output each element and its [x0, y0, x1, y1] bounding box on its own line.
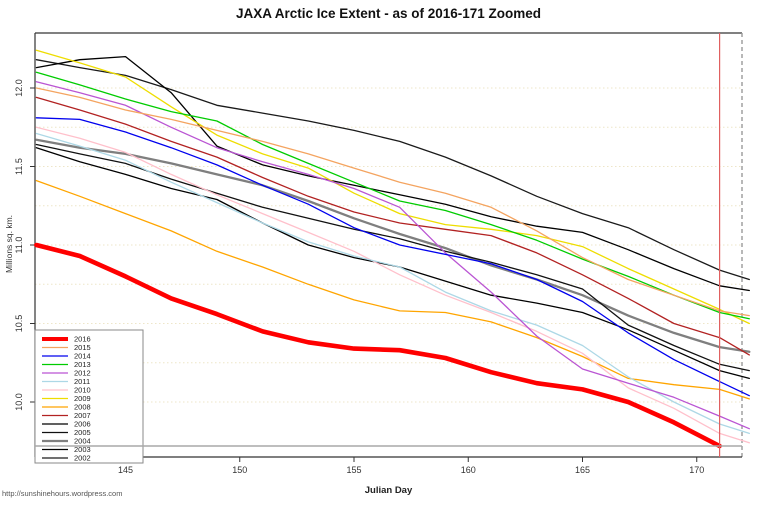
y-tick-label: 11.0 [14, 237, 24, 254]
x-tick-label: 160 [461, 465, 476, 475]
legend-label-2016: 2016 [74, 335, 91, 344]
legend-label-2005: 2005 [74, 428, 91, 437]
legend-label-2015: 2015 [74, 343, 91, 352]
legend-label-2007: 2007 [74, 411, 91, 420]
series-line-2007 [35, 96, 750, 356]
y-tick-label: 12.0 [14, 79, 24, 97]
legend-label-2014: 2014 [74, 352, 91, 361]
series-line-2014 [35, 117, 750, 397]
x-tick-label: 170 [689, 465, 704, 475]
y-tick-label: 10.0 [14, 393, 24, 411]
series-line-2004 [35, 138, 751, 353]
series-line-2015 [35, 87, 750, 317]
x-tick-label: 155 [346, 465, 361, 475]
legend-label-2003: 2003 [74, 445, 91, 454]
x-tick-label: 165 [575, 465, 590, 475]
legend-label-2006: 2006 [74, 420, 91, 429]
series-line-2013 [35, 71, 750, 320]
legend-label-2008: 2008 [74, 403, 91, 412]
legend-label-2013: 2013 [74, 360, 91, 369]
series-line-2005 [35, 143, 750, 372]
source-url-text: http://sunshinehours.wordpress.com [2, 489, 123, 498]
y-tick-label: 11.5 [14, 158, 24, 175]
legend-label-2011: 2011 [74, 377, 90, 386]
series-line-2010 [35, 126, 750, 444]
legend-label-2002: 2002 [74, 454, 91, 463]
series-line-2012 [35, 81, 750, 430]
legend-label-2009: 2009 [74, 394, 91, 403]
series-line-2008 [35, 179, 750, 400]
legend-label-2010: 2010 [74, 386, 91, 395]
chart-title: JAXA Arctic Ice Extent - as of 2016-171 … [235, 6, 542, 21]
legend-label-2004: 2004 [74, 437, 91, 446]
x-axis-label: Julian Day [364, 485, 413, 496]
x-tick-label: 150 [232, 465, 247, 475]
legend-label-2012: 2012 [74, 369, 91, 378]
y-axis-label: Millions sq. km. [4, 214, 14, 274]
series-line-2009 [35, 49, 750, 325]
series-line-2016 [34, 242, 722, 449]
series-line-2003 [35, 55, 750, 292]
series-line-2011 [35, 132, 750, 435]
x-tick-label: 145 [118, 465, 133, 475]
series-line-2002 [35, 59, 750, 281]
y-tick-label: 10.5 [14, 315, 24, 333]
